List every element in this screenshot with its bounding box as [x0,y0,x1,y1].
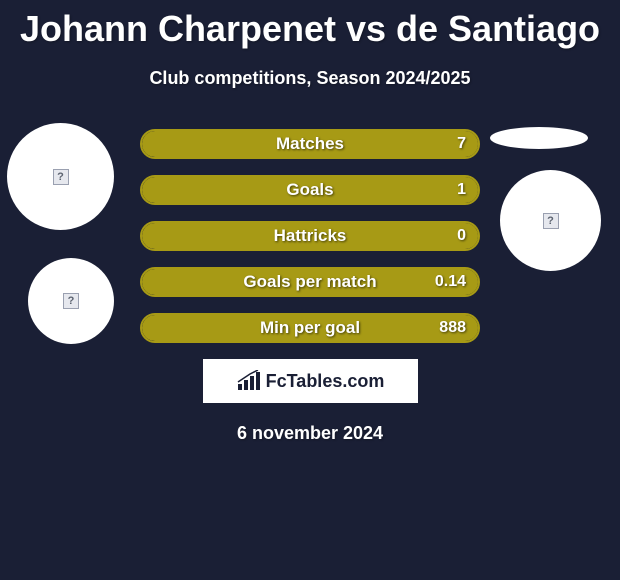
page-title: Johann Charpenet vs de Santiago [0,0,620,50]
stat-rows: Matches7Goals1Hattricks0Goals per match0… [140,129,480,343]
avatar [490,127,588,149]
stat-row: Matches7 [140,129,480,159]
stat-row: Goals1 [140,175,480,205]
stat-label: Hattricks [142,226,478,246]
stat-row: Goals per match0.14 [140,267,480,297]
stat-value: 0 [457,227,466,245]
image-placeholder-icon: ? [543,213,559,229]
stat-label: Goals per match [142,272,478,292]
avatar: ? [28,258,114,344]
brand-box: FcTables.com [203,359,418,403]
bar-chart-icon [236,370,262,392]
brand-label: FcTables.com [266,371,385,392]
avatar: ? [7,123,114,230]
stat-value: 1 [457,181,466,199]
stat-row: Min per goal888 [140,313,480,343]
stat-label: Matches [142,134,478,154]
stat-label: Min per goal [142,318,478,338]
stat-value: 0.14 [435,273,466,291]
stat-label: Goals [142,180,478,200]
page-subtitle: Club competitions, Season 2024/2025 [0,68,620,89]
image-placeholder-icon: ? [63,293,79,309]
stat-row: Hattricks0 [140,221,480,251]
avatar: ? [500,170,601,271]
stat-value: 888 [439,319,466,337]
stat-value: 7 [457,135,466,153]
date-label: 6 november 2024 [0,423,620,444]
image-placeholder-icon: ? [53,169,69,185]
